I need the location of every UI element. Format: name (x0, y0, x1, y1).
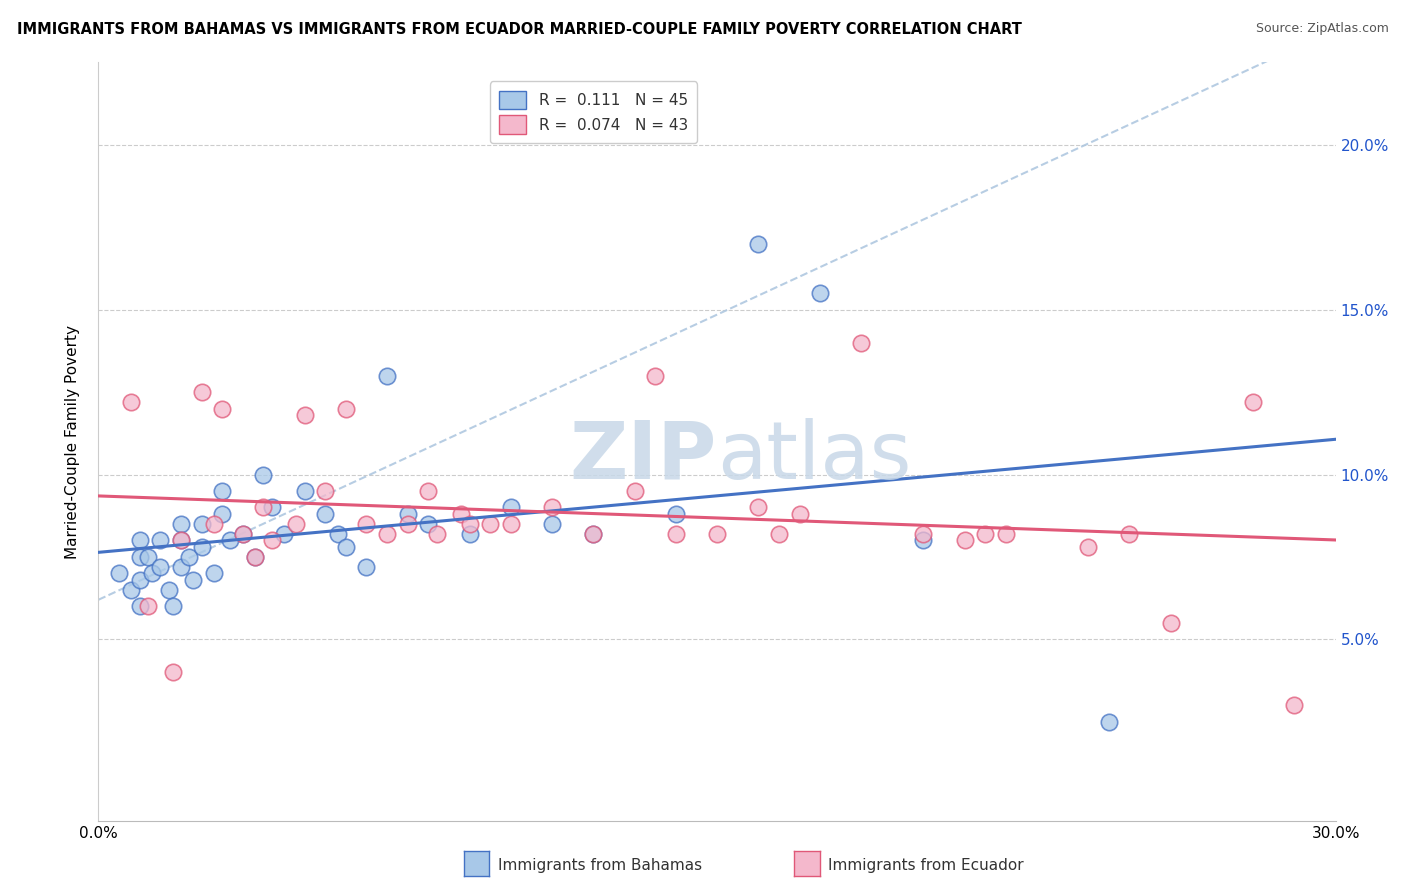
Point (260, 500, 283, 515)
Point (912, 526, 935, 541)
Point (243, 549, 266, 564)
Point (768, 526, 790, 541)
Point (170, 559, 193, 574)
Point (141, 566, 163, 581)
Text: atlas: atlas (717, 417, 911, 496)
Point (202, 516, 225, 531)
Point (479, 516, 502, 531)
Point (375, 368, 398, 383)
Point (136, 549, 159, 564)
Point (851, 335, 873, 350)
Point (190, 385, 212, 400)
Point (356, 559, 378, 574)
Point (1241, 395, 1264, 409)
Point (706, 526, 728, 541)
Point (211, 483, 233, 498)
Point (789, 507, 811, 521)
Point (582, 526, 605, 541)
Point (458, 526, 481, 541)
Point (128, 573, 150, 587)
Point (202, 566, 225, 581)
Point (157, 582, 180, 597)
Point (243, 549, 266, 564)
Point (994, 526, 1017, 541)
Point (450, 507, 472, 521)
Point (252, 500, 274, 515)
Point (162, 599, 184, 614)
Point (808, 286, 831, 301)
Point (211, 401, 233, 416)
Point (285, 516, 308, 531)
Point (190, 516, 212, 531)
Point (120, 582, 142, 597)
Point (260, 533, 283, 548)
Point (190, 540, 212, 554)
Text: IMMIGRANTS FROM BAHAMAS VS IMMIGRANTS FROM ECUADOR MARRIED-COUPLE FAMILY POVERTY: IMMIGRANTS FROM BAHAMAS VS IMMIGRANTS FR… (17, 22, 1022, 37)
Point (128, 533, 150, 548)
Point (170, 533, 193, 548)
Point (170, 516, 193, 531)
Legend: R =  0.111   N = 45, R =  0.074   N = 43: R = 0.111 N = 45, R = 0.074 N = 43 (489, 81, 697, 144)
Point (418, 483, 440, 498)
Point (211, 507, 233, 521)
Point (273, 526, 295, 541)
Point (335, 540, 357, 554)
Text: Immigrants from Bahamas: Immigrants from Bahamas (498, 858, 702, 872)
Point (747, 236, 769, 251)
Point (747, 500, 769, 515)
Point (499, 500, 522, 515)
Point (356, 516, 378, 531)
Y-axis label: Married-Couple Family Poverty: Married-Couple Family Poverty (65, 325, 80, 558)
Point (582, 526, 605, 541)
Point (541, 500, 564, 515)
Point (149, 559, 172, 574)
Point (128, 599, 150, 614)
Point (294, 483, 316, 498)
Point (396, 507, 419, 521)
Point (252, 467, 274, 482)
Point (232, 526, 254, 541)
Point (120, 395, 142, 409)
Point (375, 526, 398, 541)
Point (1284, 698, 1306, 713)
Point (1118, 526, 1140, 541)
Text: ZIP: ZIP (569, 417, 717, 496)
Point (136, 599, 159, 614)
Point (326, 526, 349, 541)
Point (974, 526, 997, 541)
Point (149, 533, 172, 548)
Point (665, 526, 688, 541)
Point (294, 408, 316, 422)
Point (1098, 714, 1121, 729)
Point (426, 526, 449, 541)
Point (541, 516, 564, 531)
Point (665, 507, 688, 521)
Point (418, 516, 440, 531)
Point (335, 401, 357, 416)
Point (179, 549, 201, 564)
Point (108, 566, 131, 581)
Point (953, 533, 976, 548)
Point (181, 573, 204, 587)
Point (1077, 540, 1099, 554)
Point (912, 533, 935, 548)
Point (499, 516, 522, 531)
Text: Source: ZipAtlas.com: Source: ZipAtlas.com (1256, 22, 1389, 36)
Point (170, 533, 193, 548)
Point (162, 665, 184, 680)
Point (128, 549, 150, 564)
Point (644, 368, 666, 383)
Point (314, 507, 336, 521)
Point (396, 516, 419, 531)
Point (1160, 615, 1182, 630)
Point (232, 526, 254, 541)
Text: Immigrants from Ecuador: Immigrants from Ecuador (828, 858, 1024, 872)
Point (219, 533, 242, 548)
Point (623, 483, 645, 498)
Point (314, 483, 336, 498)
Point (458, 516, 481, 531)
